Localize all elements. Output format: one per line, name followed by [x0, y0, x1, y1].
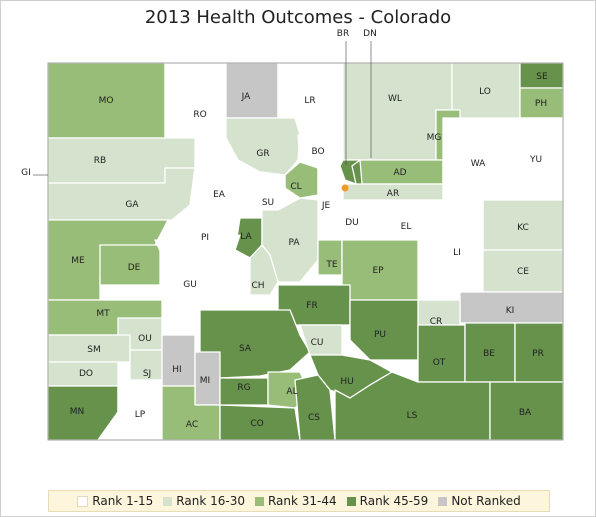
external-label-dn: DN: [363, 29, 377, 39]
county-gu[interactable]: [154, 234, 251, 319]
county-label-mi: MI: [200, 376, 210, 386]
county-label-pr: PR: [532, 349, 544, 359]
county-label-ce: CE: [517, 267, 529, 277]
county-label-me: ME: [71, 256, 85, 266]
county-el[interactable]: [371, 199, 444, 241]
county-label-ea: EA: [213, 190, 226, 200]
county-label-ba: BA: [519, 408, 532, 418]
county-label-wl: WL: [388, 94, 402, 104]
county-label-lp: LP: [135, 410, 146, 420]
county-gr[interactable]: [225, 117, 301, 176]
county-pu[interactable]: [349, 299, 419, 361]
county-label-ja: JA: [241, 92, 251, 102]
county-label-yu: YU: [529, 155, 542, 165]
county-label-ph: PH: [535, 99, 547, 109]
county-label-ou: OU: [138, 334, 152, 344]
legend-swatch: [346, 496, 356, 506]
county-label-co: CO: [250, 419, 263, 429]
county-label-do: DO: [79, 369, 93, 379]
county-label-pu: PU: [374, 330, 386, 340]
legend-label: Rank 1-15: [92, 494, 154, 508]
county-label-cl: CL: [290, 182, 301, 192]
map-title: 2013 Health Outcomes - Colorado: [144, 7, 452, 28]
county-label-gr: GR: [256, 149, 269, 159]
legend-item: Rank 45-59: [346, 494, 429, 508]
legend-label: Rank 16-30: [176, 494, 245, 508]
county-label-fr: FR: [306, 301, 317, 311]
legend-label: Rank 45-59: [359, 494, 429, 508]
county-label-ar: AR: [387, 189, 399, 199]
county-label-li: LI: [453, 248, 461, 258]
county-label-ep: EP: [372, 266, 384, 276]
county-label-be: BE: [483, 349, 495, 359]
county-label-ga: GA: [125, 200, 139, 210]
external-label-br: BR: [337, 29, 349, 39]
county-label-te: TE: [325, 260, 337, 270]
county-label-mo: MO: [99, 96, 114, 106]
county-br[interactable]: [351, 159, 363, 185]
county-label-su: SU: [262, 198, 274, 208]
county-label-lr: LR: [304, 96, 315, 106]
county-label-el: EL: [401, 222, 412, 232]
county-label-ki: KI: [506, 306, 515, 316]
county-label-ot: OT: [433, 358, 446, 368]
county-label-hu: HU: [340, 377, 353, 387]
county-label-ac: AC: [186, 420, 198, 430]
state-outline: [47, 62, 564, 441]
legend-label: Not Ranked: [451, 494, 521, 508]
county-label-sj: SJ: [143, 369, 151, 379]
county-label-cs: CS: [308, 413, 320, 423]
county-de[interactable]: [99, 244, 161, 286]
county-label-pa: PA: [288, 238, 300, 248]
location-marker: [341, 184, 349, 192]
county-label-mg: MG: [427, 133, 442, 143]
legend-item: Rank 31-44: [254, 494, 337, 508]
county-label-ro: RO: [193, 110, 206, 120]
county-label-mt: MT: [96, 309, 110, 319]
county-ch[interactable]: [249, 244, 279, 296]
county-label-pi: PI: [201, 233, 209, 243]
county-label-ls: LS: [407, 411, 418, 421]
county-hi[interactable]: [161, 334, 196, 387]
county-ja[interactable]: [225, 62, 279, 119]
county-label-lo: LO: [479, 87, 491, 97]
county-label-mn: MN: [70, 407, 85, 417]
legend-swatch: [254, 496, 264, 506]
legend-swatch: [438, 496, 448, 506]
county-label-rg: RG: [237, 383, 250, 393]
legend-item: Rank 1-15: [77, 494, 153, 508]
legend-swatch: [163, 496, 173, 506]
county-label-wa: WA: [471, 159, 486, 169]
county-label-ad: AD: [393, 168, 406, 178]
county-label-al: AL: [286, 387, 297, 397]
county-label-kc: KC: [517, 223, 529, 233]
county-label-gu: GU: [183, 280, 197, 290]
legend-item: Not Ranked: [438, 494, 521, 508]
county-label-cu: CU: [311, 338, 324, 348]
county-ea[interactable]: [189, 167, 263, 221]
county-label-se: SE: [536, 72, 548, 82]
external-label-gi: GI: [21, 168, 31, 178]
county-label-rb: RB: [94, 156, 106, 166]
county-label-la: LA: [240, 232, 252, 242]
legend-swatch: [77, 495, 89, 507]
county-label-cr: CR: [430, 317, 443, 327]
county-label-bo: BO: [311, 147, 324, 157]
county-li[interactable]: [442, 199, 484, 301]
county-ot[interactable]: [417, 324, 466, 383]
legend-label: Rank 31-44: [267, 494, 337, 508]
county-cs[interactable]: [294, 374, 336, 441]
county-label-hi: HI: [172, 365, 181, 375]
county-label-ch: CH: [251, 281, 264, 291]
county-label-sm: SM: [87, 345, 100, 355]
legend: Rank 1-15 Rank 16-30 Rank 31-44 Rank 45-59 N…: [48, 490, 550, 512]
county-label-sa: SA: [239, 344, 252, 354]
legend-item: Rank 16-30: [163, 494, 245, 508]
county-label-du: DU: [345, 218, 359, 228]
county-label-de: DE: [128, 263, 141, 273]
county-label-je: JE: [321, 201, 331, 211]
